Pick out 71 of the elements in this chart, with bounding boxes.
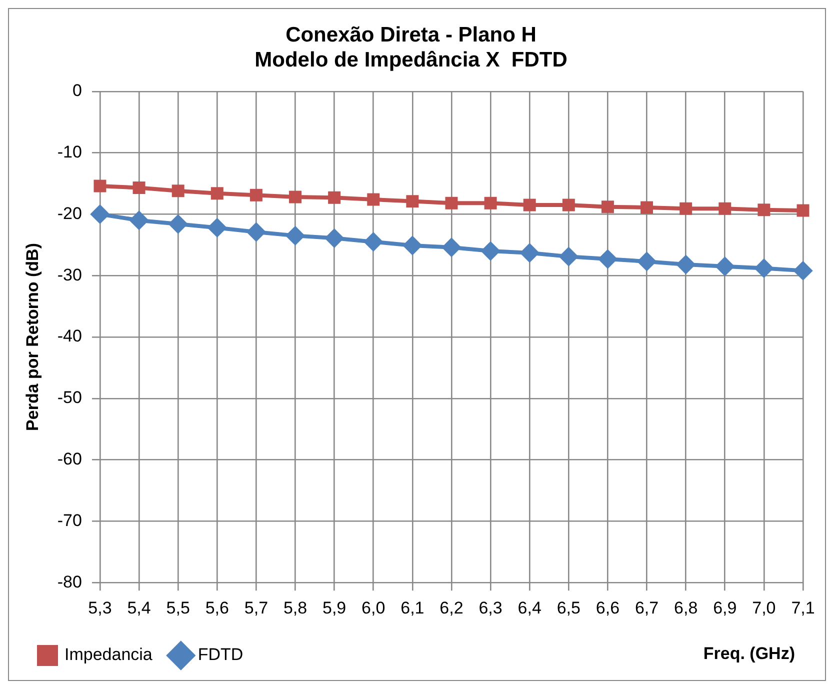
point — [208, 218, 226, 237]
point — [406, 195, 419, 208]
point — [169, 215, 188, 234]
y-tick-label: -80 — [57, 572, 82, 592]
point — [520, 244, 539, 262]
x-tick-label: 6,5 — [556, 598, 580, 618]
x-tick-label: 5,6 — [205, 598, 229, 618]
x-tick-label: 6,6 — [596, 598, 620, 618]
point — [289, 190, 302, 204]
x-tick-label: 6,0 — [362, 598, 386, 618]
chart-title: Conexão Direta - Plano H Modelo de Impedância X FDTD — [254, 23, 568, 72]
x-tick-label: 6,1 — [400, 598, 424, 618]
point — [484, 196, 497, 210]
point — [364, 232, 382, 251]
x-axis-title: Freq. (GHz) — [703, 644, 795, 664]
point — [445, 196, 458, 210]
point — [718, 202, 732, 215]
point — [403, 236, 422, 255]
x-tick-label: 5,3 — [88, 598, 112, 618]
point — [680, 202, 692, 215]
point — [601, 200, 614, 214]
x-tick-label: 5,5 — [166, 598, 190, 618]
x-tick-label: 5,4 — [127, 598, 151, 618]
y-tick-label: -20 — [57, 204, 82, 223]
x-tick-label: 6,7 — [634, 598, 659, 618]
x-tick-label: 6,2 — [440, 598, 464, 618]
point — [172, 184, 184, 198]
x-tick-label: 6,9 — [713, 598, 737, 618]
y-tick-label: -70 — [57, 510, 82, 530]
point — [562, 198, 575, 212]
point — [638, 252, 656, 270]
point — [676, 256, 695, 274]
point — [367, 193, 380, 206]
x-tick-label: 7,0 — [752, 598, 776, 618]
y-tick-label: 0 — [72, 81, 82, 100]
point — [250, 188, 262, 202]
point — [598, 250, 617, 268]
point — [325, 229, 344, 248]
point — [442, 238, 460, 256]
point — [794, 262, 812, 280]
point — [523, 198, 536, 212]
point — [560, 248, 578, 266]
x-tick-label: 7,1 — [791, 598, 815, 618]
point — [758, 204, 770, 216]
legend-label: Impedancia — [64, 645, 153, 664]
point — [482, 242, 500, 260]
x-tick-label: 5,9 — [322, 598, 346, 618]
y-tick-label: -10 — [57, 142, 82, 162]
y-tick-label: -50 — [57, 388, 82, 408]
point — [94, 180, 106, 192]
point — [210, 187, 224, 200]
point — [130, 211, 148, 230]
point — [716, 257, 734, 276]
x-tick-label: 5,7 — [244, 598, 268, 618]
point — [247, 223, 266, 242]
y-tick-label: -30 — [57, 265, 82, 284]
y-tick-label: -60 — [57, 449, 82, 468]
x-tick-label: 6,8 — [674, 598, 698, 618]
x-tick-label: 5,8 — [283, 598, 308, 618]
point — [90, 205, 109, 224]
x-tick-label: 6,3 — [478, 598, 502, 618]
point — [754, 259, 773, 278]
point — [286, 226, 304, 245]
x-tick-label: 6,4 — [518, 598, 542, 618]
point — [796, 204, 810, 217]
y-tick-label: -40 — [57, 326, 82, 346]
point — [132, 182, 146, 194]
y-axis-title: Perda por Retorno (dB) — [22, 243, 42, 431]
point — [328, 191, 341, 204]
point — [640, 201, 654, 214]
legend-label: FDTD — [198, 645, 244, 664]
